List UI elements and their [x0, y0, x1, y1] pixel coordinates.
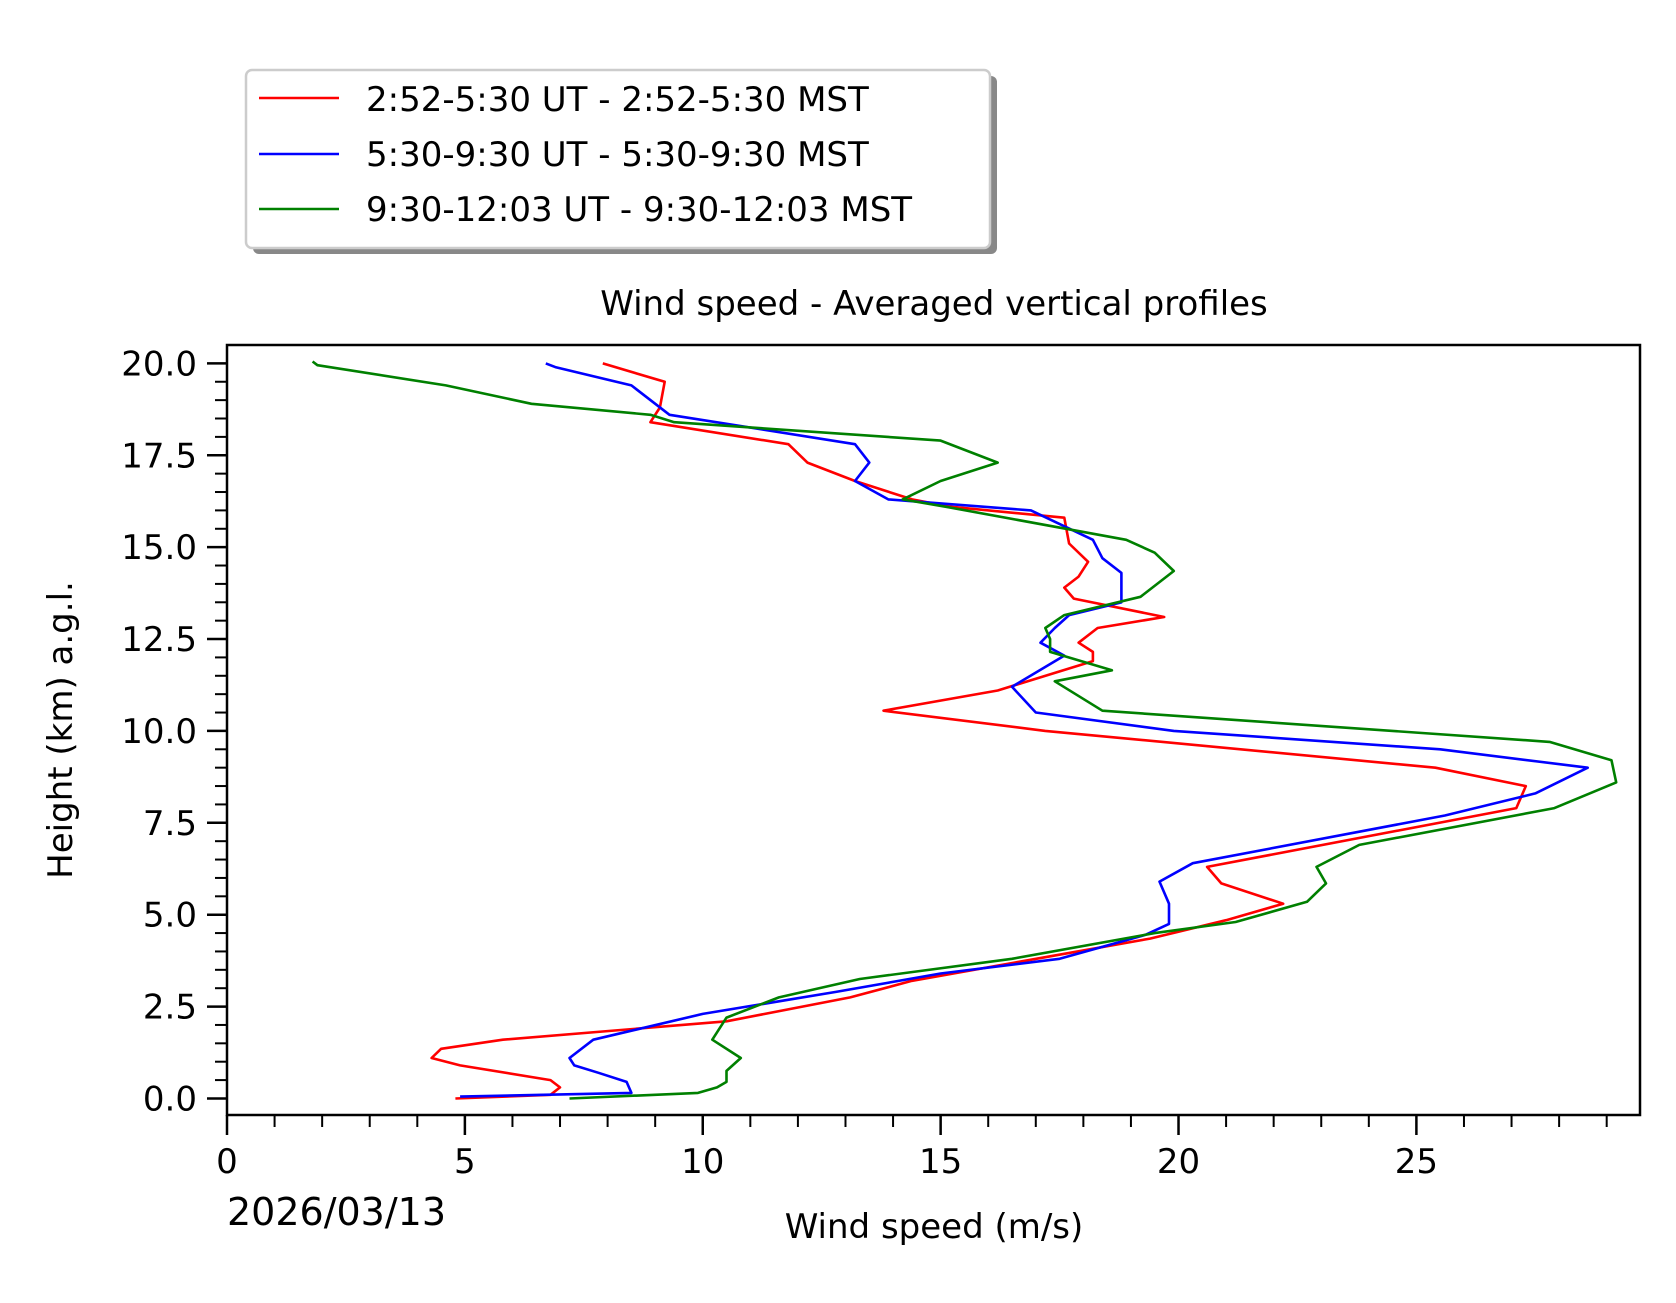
- x-tick-label: 0: [216, 1142, 238, 1182]
- chart-title: Wind speed - Averaged vertical profiles: [600, 284, 1268, 324]
- y-tick-label: 0.0: [143, 1079, 197, 1119]
- x-tick-label: 5: [454, 1142, 476, 1182]
- series-group: [311, 360, 1618, 1100]
- series-line-1: [460, 362, 1589, 1098]
- y-axis-label: Height (km) a.g.l.: [41, 581, 81, 879]
- y-tick-label: 20.0: [121, 344, 197, 384]
- y-tick-label: 15.0: [121, 528, 197, 568]
- legend-label-1: 5:30-9:30 UT - 5:30-9:30 MST: [366, 135, 869, 175]
- x-axis-label: Wind speed (m/s): [785, 1207, 1084, 1247]
- y-tick-label: 17.5: [121, 436, 197, 476]
- y-tick-label: 2.5: [143, 988, 197, 1028]
- plot-frame: [225, 343, 1642, 1117]
- series-line-2: [311, 360, 1618, 1100]
- y-tick-label: 12.5: [121, 620, 197, 660]
- y-tick-label: 5.0: [143, 896, 197, 936]
- x-tick-label: 20: [1157, 1142, 1200, 1182]
- legend: 2:52-5:30 UT - 2:52-5:30 MST 5:30-9:30 U…: [244, 68, 997, 254]
- series-line-0: [430, 362, 1528, 1100]
- x-tick-label: 25: [1395, 1142, 1438, 1182]
- legend-label-0: 2:52-5:30 UT - 2:52-5:30 MST: [366, 80, 869, 120]
- y-tick-label: 10.0: [121, 712, 197, 752]
- x-tick-label: 15: [919, 1142, 962, 1182]
- x-axis-ticks: 0 5 10 15 20 25: [216, 1115, 1608, 1182]
- x-tick-label: 10: [681, 1142, 724, 1182]
- y-tick-label: 7.5: [143, 804, 197, 844]
- date-label: 2026/03/13: [227, 1190, 446, 1234]
- y-axis-ticks: 0.0 2.5 5.0 7.5 10.0 12.5 15.0 17.5 20.0: [121, 344, 227, 1119]
- legend-label-2: 9:30-12:03 UT - 9:30-12:03 MST: [366, 190, 912, 230]
- legend-box: [244, 68, 992, 250]
